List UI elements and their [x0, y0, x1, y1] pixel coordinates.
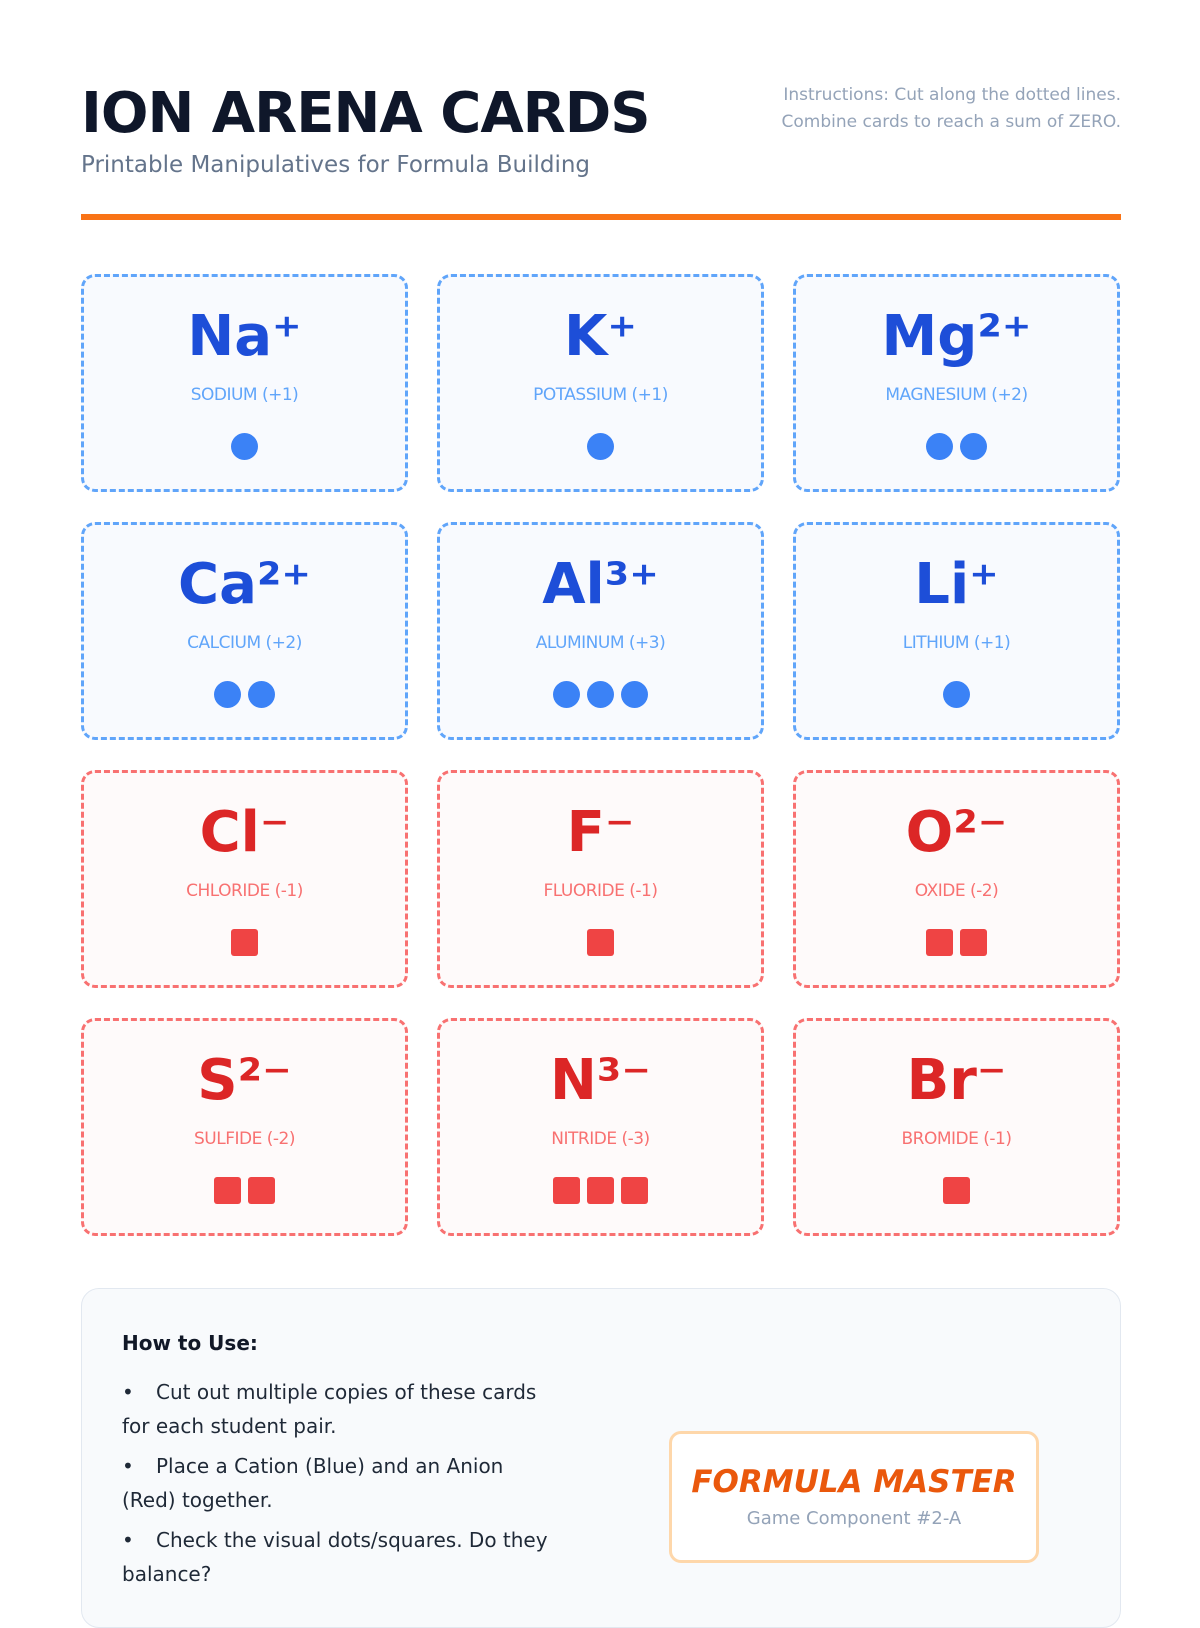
ion-name: MAGNESIUM (+2) — [885, 385, 1028, 405]
list-item: • Place a Cation (Blue) and an Anion (Red… — [122, 1449, 562, 1517]
charge-dot-icon — [621, 681, 648, 708]
ion-name: CHLORIDE (-1) — [186, 881, 303, 901]
charge-marks — [587, 929, 614, 956]
charge-square-icon — [214, 1177, 241, 1204]
charge-marks — [926, 929, 987, 956]
ion-card-anion: S²⁻ SULFIDE (-2) — [81, 1018, 408, 1236]
ion-symbol: Br⁻ — [906, 1048, 1007, 1113]
ion-card-anion: F⁻ FLUORIDE (-1) — [437, 770, 764, 988]
ion-card-anion: N³⁻ NITRIDE (-3) — [437, 1018, 764, 1236]
charge-square-icon — [943, 1177, 970, 1204]
charge-square-icon — [553, 1177, 580, 1204]
badge-title: FORMULA MASTER — [691, 1464, 1017, 1500]
ion-name: LITHIUM (+1) — [902, 633, 1011, 653]
ion-symbol: Li⁺ — [914, 552, 999, 617]
charge-marks — [553, 681, 648, 708]
ion-symbol: Cl⁻ — [199, 800, 290, 865]
charge-square-icon — [248, 1177, 275, 1204]
bullet-icon: • — [122, 1454, 134, 1478]
ion-symbol: Al³⁺ — [542, 552, 659, 617]
list-item-text: Cut out multiple copies of these cards f… — [122, 1380, 537, 1438]
instructions-line-2: Combine cards to reach a sum of ZERO. — [781, 112, 1121, 132]
charge-marks — [553, 1177, 648, 1204]
charge-marks — [926, 433, 987, 460]
ion-name: NITRIDE (-3) — [551, 1129, 650, 1149]
charge-dot-icon — [943, 681, 970, 708]
how-to-use-list: • Cut out multiple copies of these cards … — [122, 1375, 562, 1597]
charge-marks — [231, 433, 258, 460]
ion-name: SODIUM (+1) — [190, 385, 299, 405]
ion-card-cation: Mg²⁺ MAGNESIUM (+2) — [793, 274, 1120, 492]
list-item: • Check the visual dots/squares. Do they … — [122, 1523, 562, 1591]
charge-square-icon — [587, 1177, 614, 1204]
charge-marks — [587, 433, 614, 460]
ion-symbol: O²⁻ — [905, 800, 1008, 865]
charge-dot-icon — [960, 433, 987, 460]
charge-square-icon — [621, 1177, 648, 1204]
ion-card-anion: Cl⁻ CHLORIDE (-1) — [81, 770, 408, 988]
ion-name: BROMIDE (-1) — [901, 1129, 1013, 1149]
charge-dot-icon — [553, 681, 580, 708]
ion-name: OXIDE (-2) — [914, 881, 999, 901]
ion-card-grid: Na⁺ SODIUM (+1) K⁺ POTASSIUM (+1) Mg²⁺ MAGNES… — [81, 274, 1121, 1236]
ion-card-cation: Li⁺ LITHIUM (+1) — [793, 522, 1120, 740]
charge-square-icon — [231, 929, 258, 956]
ion-symbol: S²⁻ — [197, 1048, 292, 1113]
ion-name: POTASSIUM (+1) — [533, 385, 668, 405]
ion-name: SULFIDE (-2) — [194, 1129, 295, 1149]
charge-dot-icon — [231, 433, 258, 460]
page-title: ION ARENA CARDS — [81, 81, 651, 146]
charge-square-icon — [960, 929, 987, 956]
ion-card-anion: Br⁻ BROMIDE (-1) — [793, 1018, 1120, 1236]
charge-marks — [943, 681, 970, 708]
ion-symbol: N³⁻ — [550, 1048, 651, 1113]
charge-dot-icon — [248, 681, 275, 708]
formula-master-badge: FORMULA MASTER Game Component #2-A — [669, 1431, 1039, 1563]
bullet-icon: • — [122, 1528, 134, 1552]
charge-square-icon — [587, 929, 614, 956]
header: ION ARENA CARDS Printable Manipulatives … — [81, 80, 1121, 220]
ion-symbol: Na⁺ — [187, 304, 302, 369]
instructions: Instructions: Cut along the dotted lines… — [782, 82, 1121, 136]
list-item-text: Check the visual dots/squares. Do they b… — [122, 1528, 548, 1586]
ion-name: ALUMINUM (+3) — [535, 633, 666, 653]
ion-symbol: K⁺ — [564, 304, 637, 369]
ion-name: CALCIUM (+2) — [187, 633, 302, 653]
ion-symbol: F⁻ — [566, 800, 635, 865]
bullet-icon: • — [122, 1380, 134, 1404]
charge-dot-icon — [214, 681, 241, 708]
badge-subtitle: Game Component #2-A — [746, 1508, 962, 1529]
ion-symbol: Mg²⁺ — [881, 304, 1032, 369]
ion-name: FLUORIDE (-1) — [543, 881, 658, 901]
ion-symbol: Ca²⁺ — [178, 552, 311, 617]
ion-card-anion: O²⁻ OXIDE (-2) — [793, 770, 1120, 988]
charge-dot-icon — [587, 681, 614, 708]
list-item: • Cut out multiple copies of these cards … — [122, 1375, 562, 1443]
page-subtitle: Printable Manipulatives for Formula Buil… — [81, 152, 591, 178]
charge-marks — [214, 681, 275, 708]
charge-dot-icon — [926, 433, 953, 460]
charge-square-icon — [926, 929, 953, 956]
ion-card-cation: K⁺ POTASSIUM (+1) — [437, 274, 764, 492]
instructions-line-1: Instructions: Cut along the dotted lines… — [783, 85, 1121, 105]
ion-card-cation: Na⁺ SODIUM (+1) — [81, 274, 408, 492]
how-to-use-heading: How to Use: — [122, 1331, 258, 1355]
ion-card-cation: Al³⁺ ALUMINUM (+3) — [437, 522, 764, 740]
charge-marks — [943, 1177, 970, 1204]
ion-card-cation: Ca²⁺ CALCIUM (+2) — [81, 522, 408, 740]
list-item-text: Place a Cation (Blue) and an Anion (Red)… — [122, 1454, 504, 1512]
charge-marks — [214, 1177, 275, 1204]
how-to-use-panel: How to Use: • Cut out multiple copies of … — [81, 1288, 1121, 1628]
charge-marks — [231, 929, 258, 956]
header-divider — [81, 214, 1121, 220]
charge-dot-icon — [587, 433, 614, 460]
